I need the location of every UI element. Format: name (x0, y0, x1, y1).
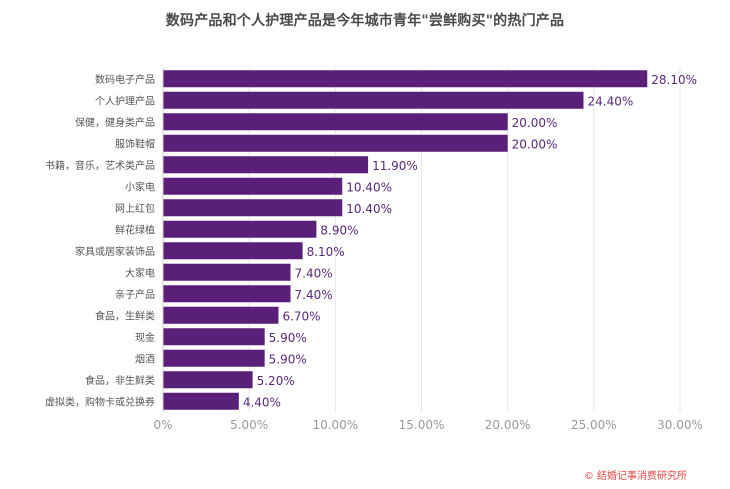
value-label: 8.10% (307, 245, 345, 259)
value-label: 11.90% (372, 159, 418, 173)
x-tick-label: 10.00% (312, 418, 358, 432)
category-label: 亲子产品 (115, 288, 155, 301)
bar (163, 306, 279, 324)
bar (163, 242, 303, 260)
x-tick-label: 25.00% (571, 418, 617, 432)
category-label: 食品，生鲜类 (95, 309, 155, 322)
category-label: 数码电子产品 (95, 73, 155, 86)
bar (163, 134, 508, 152)
category-label: 虚拟类，购物卡或兑换券 (45, 395, 155, 408)
category-label: 服饰鞋帽 (115, 137, 155, 150)
category-label: 书籍，音乐，艺术类产品 (45, 159, 155, 172)
bar (163, 177, 343, 195)
value-label: 10.40% (346, 180, 392, 194)
bar (163, 328, 265, 346)
value-label: 7.40% (295, 266, 333, 280)
category-label: 食品，非生鲜类 (85, 374, 155, 387)
category-label: 现金 (135, 331, 155, 344)
x-tick-label: 5.00% (230, 418, 268, 432)
value-label: 28.10% (651, 73, 697, 87)
value-label: 5.90% (269, 331, 307, 345)
value-label: 24.40% (587, 94, 633, 108)
value-label: 20.00% (512, 137, 558, 151)
x-tick-label: 15.00% (399, 418, 445, 432)
x-tick-label: 20.00% (485, 418, 531, 432)
category-label: 个人护理产品 (95, 94, 155, 107)
value-label: 4.40% (243, 395, 281, 409)
category-label: 网上红包 (115, 202, 155, 215)
bar (163, 199, 343, 217)
category-label: 烟酒 (135, 352, 155, 365)
bar (163, 113, 508, 131)
bar (163, 220, 317, 238)
value-label: 10.40% (346, 202, 392, 216)
axis-layer: 0% 5.00% 10.00% 15.00% 20.00% 25.00% 30.00% (153, 68, 703, 432)
category-label: 保健，健身类产品 (75, 116, 155, 129)
value-label: 7.40% (295, 288, 333, 302)
bar (163, 70, 648, 88)
source-note: © 结婚记事消费研究所 (583, 471, 687, 482)
category-label: 鲜花绿植 (115, 223, 155, 236)
bar (163, 156, 369, 174)
bar (163, 349, 265, 367)
value-label: 5.90% (269, 352, 307, 366)
value-label: 6.70% (282, 309, 320, 323)
bar (163, 285, 291, 303)
x-tick-label: 0% (153, 418, 172, 432)
value-label: 5.20% (257, 374, 295, 388)
value-label: 20.00% (512, 116, 558, 130)
bar (163, 91, 584, 109)
x-tick-label: 30.00% (657, 418, 703, 432)
value-label: 8.90% (320, 223, 358, 237)
label-layer: 数码电子产品 28.10% 个人护理产品 24.40% 保健，健身类产品 20.00% 服饰… (45, 73, 697, 410)
bar (163, 371, 253, 389)
bar-layer (163, 70, 648, 410)
category-label: 大家电 (125, 266, 155, 279)
bar (163, 392, 239, 410)
bar (163, 263, 291, 281)
chart-title: 数码产品和个人护理产品是今年城市青年"尝鲜购买"的热门产品 (165, 13, 565, 29)
category-label: 家具或居家装饰品 (75, 245, 155, 258)
category-label: 小家电 (125, 180, 155, 193)
